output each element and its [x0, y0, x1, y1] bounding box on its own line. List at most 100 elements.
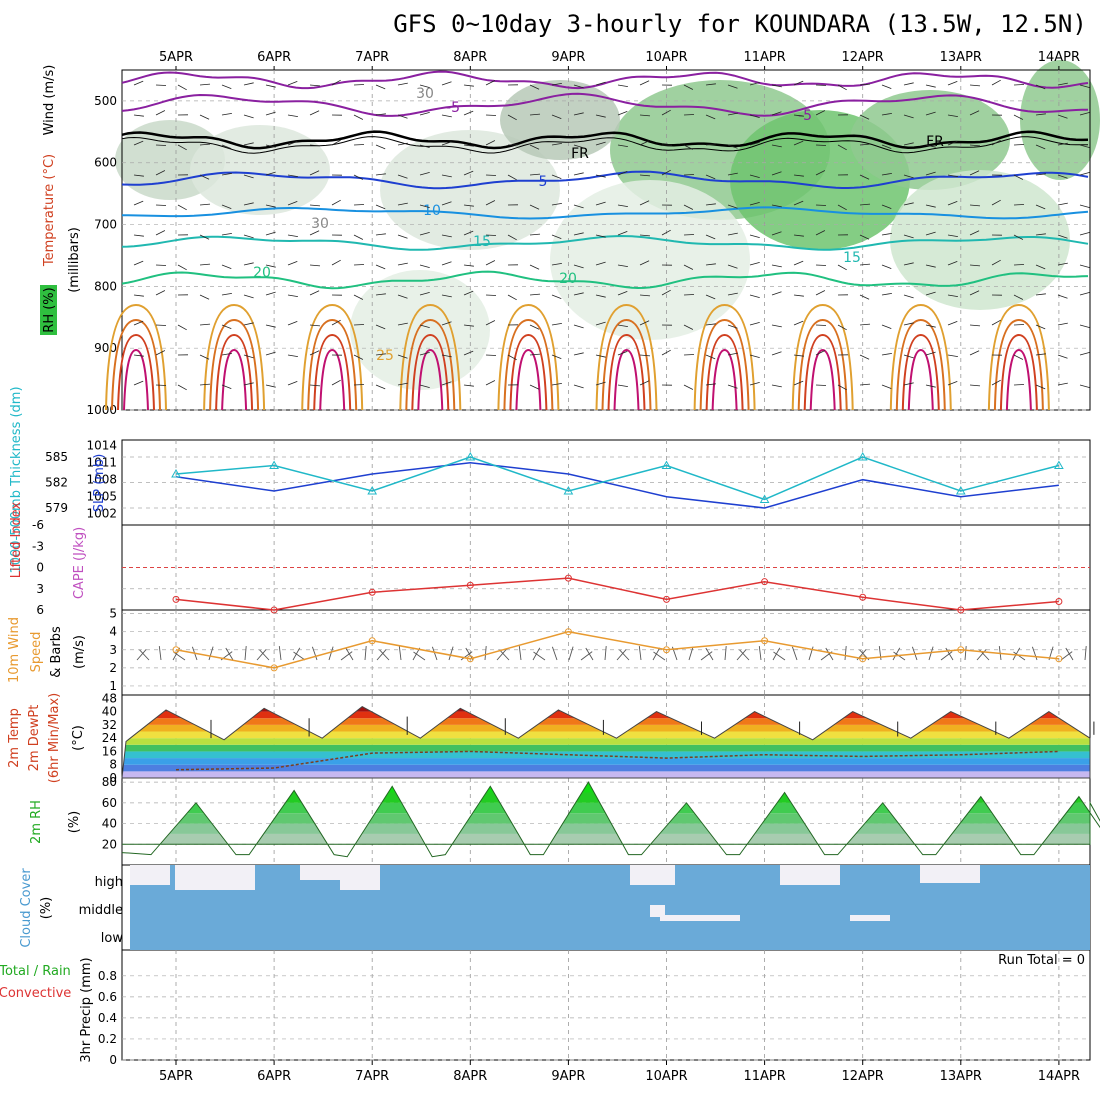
upper-tick: 600: [94, 156, 117, 170]
wind-barb: [353, 204, 365, 206]
wind-barb: [243, 202, 254, 206]
wind-barb: [309, 144, 321, 147]
wind-barb: [397, 322, 408, 326]
contour-warm-arch: [411, 333, 450, 411]
wind-barb: [331, 79, 341, 86]
wind-barb: [947, 81, 958, 86]
wind-barb: [1035, 353, 1046, 356]
wind-barb: [639, 200, 650, 206]
wind-barb: [793, 294, 804, 297]
wind-barb: [859, 234, 870, 240]
wind-barb-10m: [758, 646, 762, 661]
wind-barb: [177, 144, 187, 151]
wind-barb: [815, 264, 827, 266]
wind-barb: [353, 114, 364, 120]
wind-barb: [551, 83, 562, 86]
wind-barb: [925, 144, 936, 148]
cloud-gap: [650, 905, 665, 917]
wind-barb-10m: [705, 647, 714, 661]
wind-barb: [551, 294, 562, 299]
wind-barb: [441, 294, 452, 298]
rh-shade-8: [550, 180, 750, 340]
wind-barb: [529, 353, 541, 356]
cloud-level-label: low: [101, 931, 124, 946]
wind-barb: [1057, 82, 1068, 86]
wind-barb: [1035, 324, 1046, 330]
wind-barb: [771, 111, 782, 116]
wind-barb-10m: [460, 651, 473, 661]
precip-tick: 0.6: [98, 990, 117, 1004]
wind-barb: [749, 294, 760, 298]
wind-barb: [1013, 294, 1024, 300]
wind-barb: [991, 139, 1001, 146]
lifted-index-series-point: [957, 606, 965, 614]
wind-barb: [463, 290, 474, 296]
wind-barb: [177, 324, 187, 331]
slp-series-line: [175, 461, 1059, 509]
rh-legend-box: [40, 285, 57, 335]
wind-barb: [551, 354, 562, 359]
wind-barb: [793, 234, 804, 237]
wind-barb-10m: [580, 651, 593, 661]
wind-barb: [771, 231, 782, 236]
wind-barb: [639, 380, 650, 386]
wind-barb: [683, 264, 694, 270]
slp-ylabel-thick: 1000-500mb Thickness (dm): [9, 386, 24, 573]
contour-label: 10: [423, 203, 441, 219]
wind-barb: [1057, 234, 1068, 239]
wind-barb: [639, 354, 651, 357]
contour-warm-arch: [117, 333, 155, 411]
wind-barb: [507, 294, 517, 301]
wind-tick: 5: [109, 607, 117, 621]
wind-barb: [1057, 354, 1068, 359]
wind-barb: [727, 324, 738, 329]
wind-speed-series-point: [466, 655, 474, 663]
wind-barb: [573, 232, 584, 236]
wind-barb: [221, 233, 232, 236]
wind-barb: [859, 354, 870, 360]
wind-barb: [771, 351, 782, 356]
wind-barb: [617, 171, 628, 176]
wind-barb: [815, 290, 826, 296]
wind-barb: [199, 83, 211, 86]
slp-tick: 1005: [86, 490, 117, 504]
wind-barb: [1079, 324, 1090, 328]
wind-barb: [573, 144, 584, 149]
wind-tick: 1: [109, 679, 117, 693]
contour-label: 15: [473, 234, 491, 250]
temp-tick: 32: [102, 718, 117, 732]
wind-barb-10m: [964, 646, 967, 661]
temp-outline: [121, 706, 1091, 779]
wind-barb: [947, 141, 958, 146]
wind-barb-10m: [653, 651, 666, 661]
contour-warm-arch: [123, 348, 149, 411]
wind-barb: [221, 384, 232, 389]
lifted-index-series-point: [663, 595, 670, 603]
cloud-level-label: high: [95, 875, 123, 890]
wind-barb: [947, 354, 958, 357]
wind-barb: [155, 264, 167, 266]
wind-barb: [947, 201, 958, 206]
wind-barb: [815, 170, 826, 176]
wind-barb: [705, 294, 716, 300]
contour-warm-arch: [405, 318, 456, 411]
thickness-series-point: [857, 451, 868, 461]
wind-barb: [419, 204, 430, 208]
wind-barb: [463, 230, 474, 236]
precip-ylabel-2: Convective: [0, 986, 71, 1001]
wind-barb: [375, 144, 386, 150]
wind-barb: [639, 80, 650, 86]
wind-barb: [309, 384, 321, 387]
wind-barb: [793, 80, 804, 86]
wind-barb: [793, 114, 804, 117]
wind-barb: [859, 263, 871, 266]
wind-barb: [331, 139, 341, 146]
wind-barb: [419, 324, 430, 328]
wind-barb: [617, 204, 628, 207]
wind-barb: [265, 84, 276, 88]
wind-barb-10m: [484, 646, 487, 661]
wind-barb-10m: [585, 647, 594, 661]
wind-barb: [573, 264, 584, 269]
lifted-index-series-point: [172, 595, 180, 603]
